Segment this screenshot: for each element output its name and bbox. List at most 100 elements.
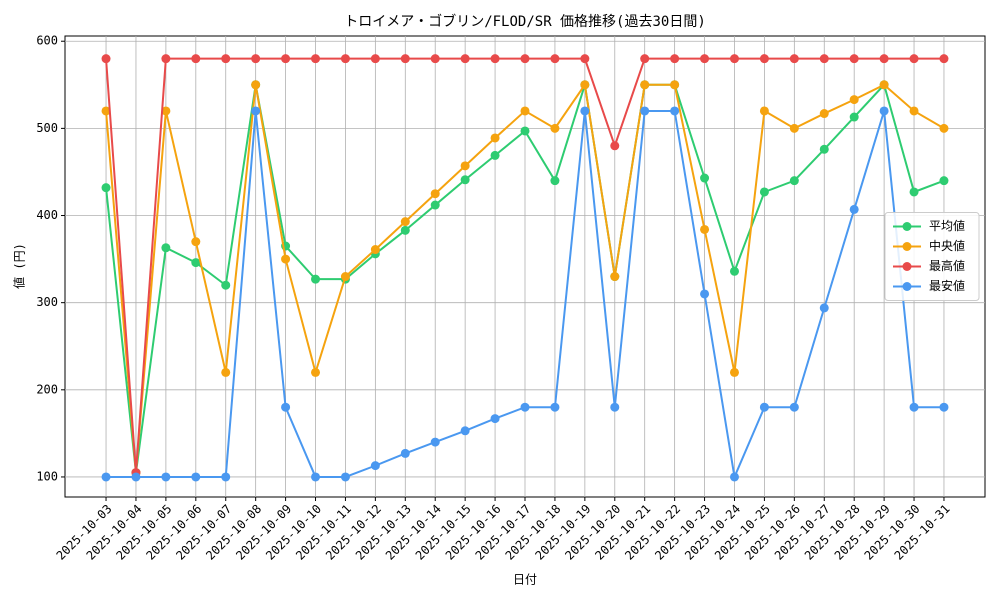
point	[550, 402, 560, 412]
point	[729, 472, 739, 482]
point	[101, 106, 111, 116]
point	[370, 54, 380, 64]
point	[909, 106, 919, 116]
point	[729, 367, 739, 377]
point	[939, 402, 949, 412]
point	[430, 200, 440, 210]
point	[281, 402, 291, 412]
point	[370, 461, 380, 471]
point	[251, 54, 261, 64]
point	[340, 54, 350, 64]
point	[849, 54, 859, 64]
point	[550, 123, 560, 133]
legend-label: 最高値	[929, 258, 965, 273]
point	[161, 243, 171, 253]
point	[700, 289, 710, 299]
point	[879, 54, 889, 64]
point	[789, 176, 799, 186]
point	[101, 54, 111, 64]
point	[819, 54, 829, 64]
y-tick-label: 600	[36, 34, 58, 48]
point	[819, 303, 829, 313]
point	[101, 472, 111, 482]
point	[939, 54, 949, 64]
point	[700, 54, 710, 64]
point	[819, 109, 829, 119]
point	[430, 189, 440, 199]
point	[640, 54, 650, 64]
point	[490, 133, 500, 143]
point	[251, 106, 261, 116]
point	[311, 274, 321, 284]
point	[430, 437, 440, 447]
point	[610, 141, 620, 151]
y-tick-label: 500	[36, 121, 58, 135]
point	[400, 217, 410, 227]
point	[490, 414, 500, 424]
y-tick-label: 100	[36, 469, 58, 483]
point	[251, 80, 261, 90]
point	[281, 254, 291, 264]
point	[520, 402, 530, 412]
point	[221, 472, 231, 482]
point	[610, 402, 620, 412]
point	[161, 106, 171, 116]
legend-label: 最安値	[929, 278, 965, 293]
point	[520, 106, 530, 116]
point	[759, 54, 769, 64]
point	[849, 204, 859, 214]
point	[759, 402, 769, 412]
point	[161, 472, 171, 482]
point	[909, 402, 919, 412]
point	[221, 54, 231, 64]
point	[520, 126, 530, 136]
legend-label: 平均値	[929, 218, 965, 233]
point	[759, 106, 769, 116]
y-tick-label: 300	[36, 295, 58, 309]
y-tick-label: 200	[36, 382, 58, 396]
legend-label: 中央値	[929, 238, 965, 253]
point	[670, 54, 680, 64]
legend-marker	[902, 222, 912, 231]
point	[670, 106, 680, 116]
point	[400, 225, 410, 235]
point	[131, 472, 141, 482]
point	[909, 54, 919, 64]
point	[191, 237, 201, 247]
point	[789, 54, 799, 64]
legend-marker	[902, 242, 912, 251]
point	[400, 54, 410, 64]
point	[161, 54, 171, 64]
point	[281, 54, 291, 64]
point	[340, 472, 350, 482]
point	[879, 80, 889, 90]
point	[640, 106, 650, 116]
point	[819, 144, 829, 154]
point	[370, 245, 380, 255]
point	[700, 173, 710, 183]
point	[670, 80, 680, 90]
point	[550, 54, 560, 64]
data-layer	[101, 54, 949, 482]
point	[580, 106, 590, 116]
point	[101, 183, 111, 193]
point	[849, 95, 859, 105]
point	[550, 176, 560, 186]
point	[191, 54, 201, 64]
point	[191, 472, 201, 482]
point	[460, 161, 470, 171]
point	[610, 272, 620, 282]
point	[789, 402, 799, 412]
point	[340, 272, 350, 282]
point	[909, 187, 919, 197]
point	[580, 54, 590, 64]
point	[430, 54, 440, 64]
point	[311, 367, 321, 377]
point	[729, 266, 739, 276]
point	[789, 123, 799, 133]
point	[759, 187, 769, 197]
point	[939, 176, 949, 186]
point	[520, 54, 530, 64]
